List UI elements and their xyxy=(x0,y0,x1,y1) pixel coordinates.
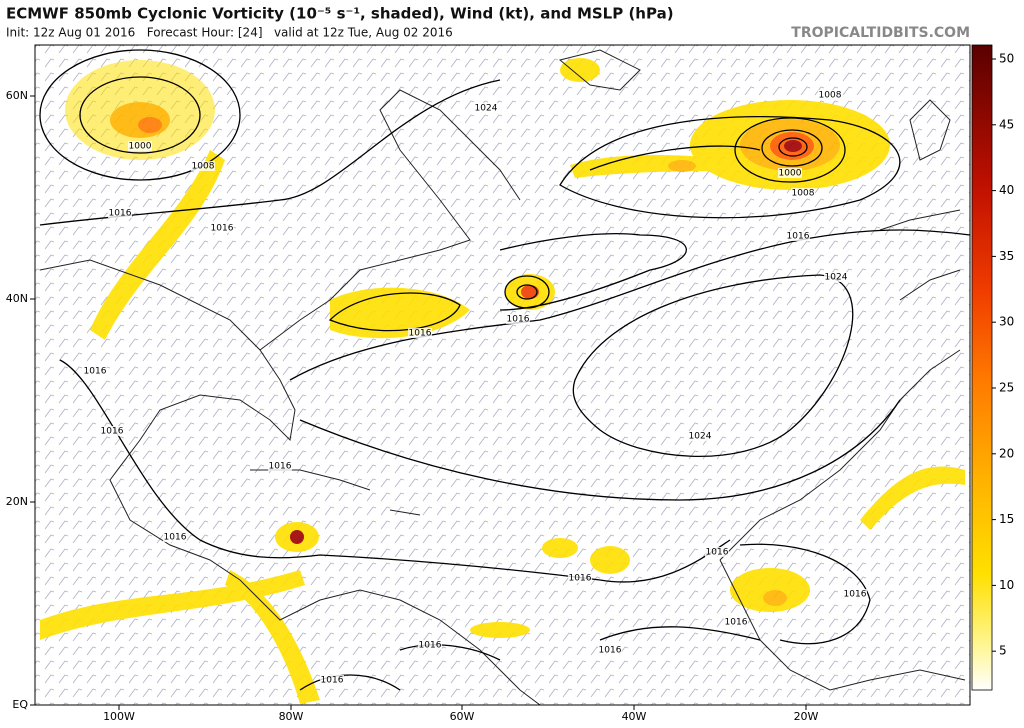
isobar-label-bg xyxy=(320,675,344,685)
lat-label: 60N xyxy=(6,89,28,102)
lat-label: EQ xyxy=(12,698,28,711)
isobar-label-bg xyxy=(108,208,132,218)
lon-label: 100W xyxy=(103,710,135,723)
isobar-label: 1016 xyxy=(101,427,124,437)
title: ECMWF 850mb Cyclonic Vorticity (10⁻⁵ s⁻¹… xyxy=(6,5,674,23)
colorbar-label: 5 xyxy=(999,644,1007,658)
isobar-label: 1016 xyxy=(569,574,592,584)
isobar-label: 1024 xyxy=(475,104,498,114)
site-name: TROPICALTIDBITS.COM xyxy=(791,25,970,41)
isobar-label-bg xyxy=(688,431,712,441)
isobar-label-bg xyxy=(163,532,187,542)
isobar-label: 1008 xyxy=(192,162,215,172)
colorbar-label: 35 xyxy=(999,249,1014,263)
isobar-label-bg xyxy=(568,573,592,583)
isobar-label: 1000 xyxy=(129,142,152,152)
isobar-label-bg xyxy=(506,314,530,324)
isobar-label: 1016 xyxy=(211,224,234,234)
colorbar-label: 45 xyxy=(999,117,1014,131)
isobar-label: 1016 xyxy=(419,641,442,651)
isobar-label: 1016 xyxy=(844,590,867,600)
isobar-label: 1016 xyxy=(321,676,344,686)
isobar-label-bg xyxy=(791,188,815,198)
isobar-label-bg xyxy=(474,103,498,113)
isobar-label-bg xyxy=(210,223,234,233)
colorbar-label: 25 xyxy=(999,381,1014,395)
isobar-label-bg xyxy=(100,426,124,436)
isobar-label: 1008 xyxy=(792,189,815,199)
colorbar-label: 15 xyxy=(999,512,1014,526)
colorbar-label: 40 xyxy=(999,183,1014,197)
isobar-label: 1016 xyxy=(84,367,107,377)
isobar-label-bg xyxy=(778,168,802,178)
isobar-label-bg xyxy=(83,366,107,376)
isobar-label: 1016 xyxy=(109,209,132,219)
map-frame xyxy=(34,44,971,706)
lat-label: 40N xyxy=(6,292,28,305)
isobar-label-bg xyxy=(418,640,442,650)
isobar-label: 1016 xyxy=(164,533,187,543)
lon-label: 40W xyxy=(622,710,647,723)
isobar-label: 1016 xyxy=(787,232,810,242)
colorbar-label: 50 xyxy=(999,52,1014,66)
coastlines xyxy=(39,49,966,705)
isobar-label: 1016 xyxy=(409,329,432,339)
isobar-label-bg xyxy=(598,645,622,655)
colorbar-label: 20 xyxy=(999,446,1014,460)
colorbar-label: 10 xyxy=(999,578,1014,592)
isobar-label: 1008 xyxy=(819,91,842,101)
isobar-label-bg xyxy=(724,617,748,627)
isobar-label-bg xyxy=(705,547,729,557)
isobar-label: 1016 xyxy=(507,315,530,325)
isobar-label-bg xyxy=(408,328,432,338)
isobar-label-bg xyxy=(268,461,292,471)
isobar-label-bg xyxy=(818,90,842,100)
lon-label: 20W xyxy=(794,710,819,723)
isobar-label-bg xyxy=(824,272,848,282)
isobar-label: 1016 xyxy=(725,618,748,628)
lat-label: 20N xyxy=(6,495,28,508)
colorbar xyxy=(971,44,993,691)
isobar-label: 1000 xyxy=(779,169,802,179)
isobar-label: 1016 xyxy=(706,548,729,558)
map: 1024 1008 1000 1008 1016 1016 1000 1008 1016 1024… xyxy=(35,45,970,705)
isobar-label-bg xyxy=(191,161,215,171)
colorbar-label: 30 xyxy=(999,315,1014,329)
lon-label: 80W xyxy=(279,710,304,723)
isobar-label-bg xyxy=(128,141,152,151)
isobars xyxy=(39,49,970,691)
isobar-label: 1016 xyxy=(269,462,292,472)
lon-label: 60W xyxy=(450,710,475,723)
isobar-label-bg xyxy=(843,589,867,599)
isobar-label: 1016 xyxy=(599,646,622,656)
isobar-label: 1024 xyxy=(689,432,712,442)
subtitle: Init: 12z Aug 01 2016 Forecast Hour: [24… xyxy=(6,26,453,40)
isobar-label-bg xyxy=(786,231,810,241)
isobar-label: 1024 xyxy=(825,273,848,283)
